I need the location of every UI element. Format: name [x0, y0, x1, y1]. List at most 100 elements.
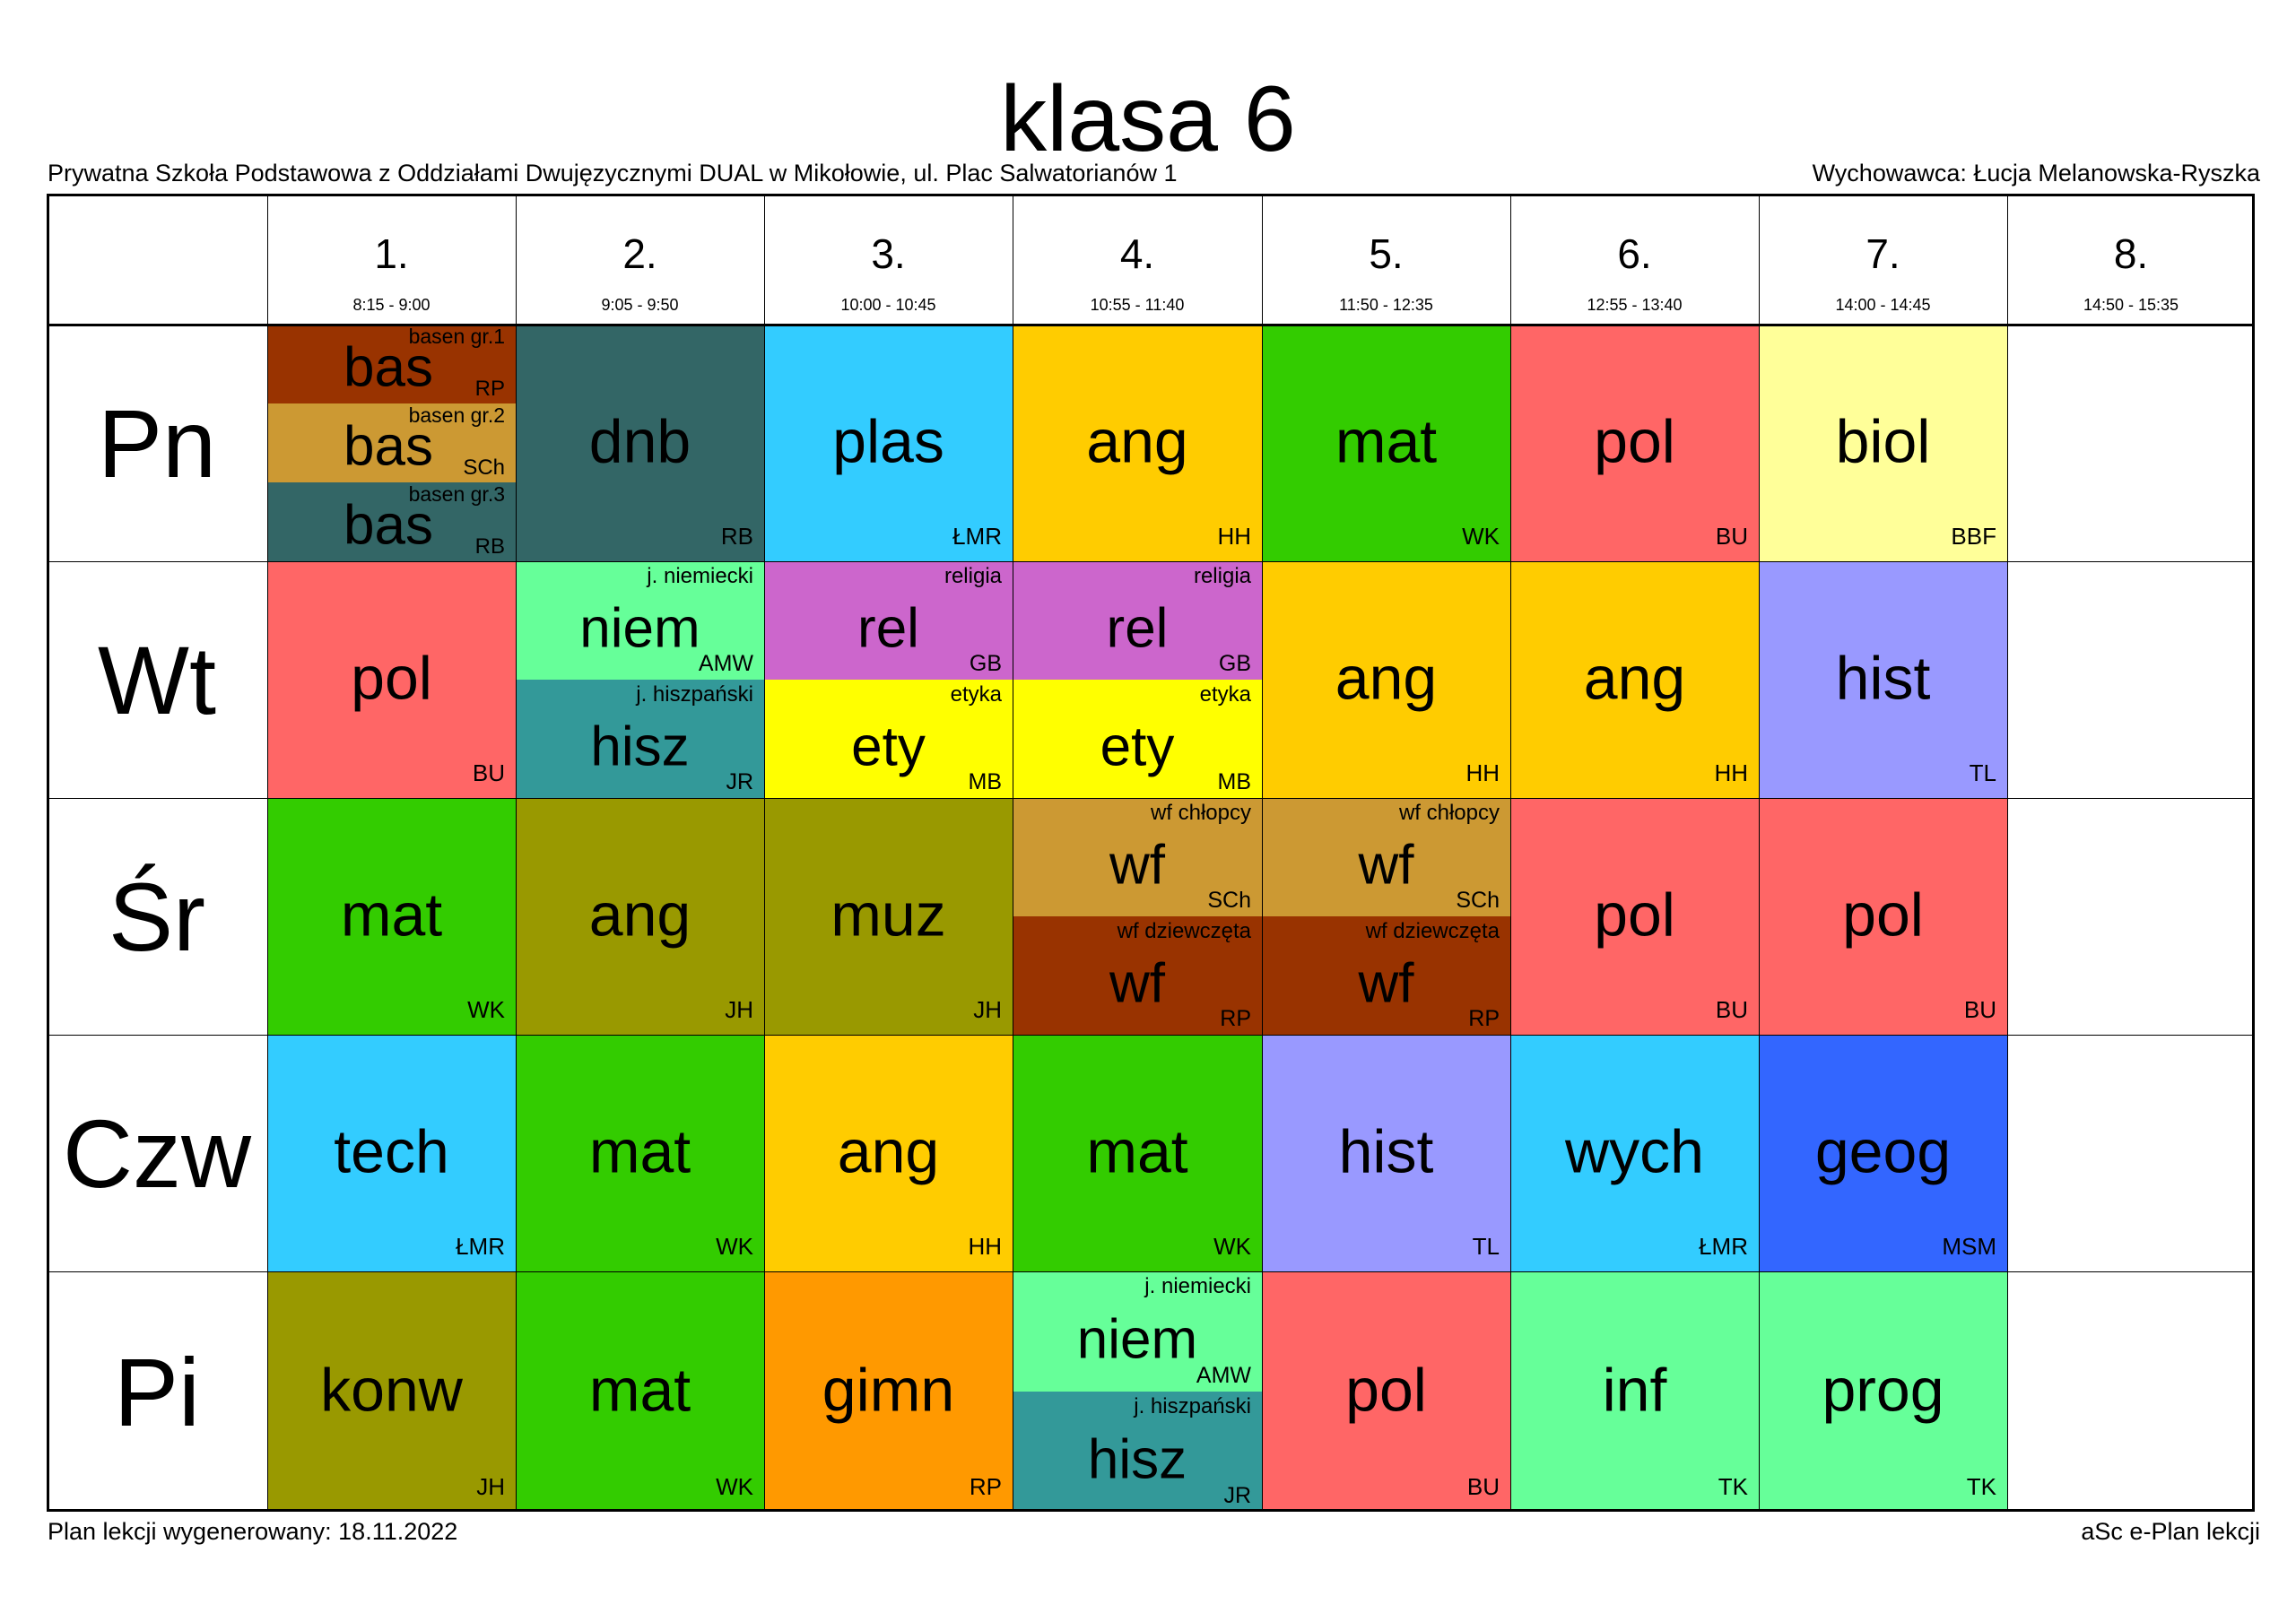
- day-header: Czw: [63, 1098, 251, 1208]
- period-time: 10:00 - 10:45: [840, 296, 936, 314]
- lesson-group: wf chłopcy: [1150, 801, 1251, 825]
- lesson-subject: niem: [579, 597, 700, 660]
- lesson-subject: wf: [1358, 952, 1414, 1015]
- lesson-group: wf dziewczęta: [1117, 919, 1251, 943]
- lesson-cell: pol BU: [1262, 1271, 1510, 1512]
- grid-line: [2252, 194, 2255, 1512]
- generated-date: Plan lekcji wygenerowany: 18.11.2022: [48, 1518, 458, 1545]
- lesson-subject: pol: [1594, 880, 1675, 950]
- lesson-subject: wf: [1109, 834, 1165, 897]
- lesson-cell: plas ŁMR: [764, 325, 1013, 561]
- lesson-subject: hisz: [1087, 1428, 1187, 1491]
- period-header: 6. 12:55 - 13:40: [1510, 194, 1759, 325]
- lesson-teacher: BU: [472, 759, 505, 786]
- lesson-subject: dnb: [588, 407, 691, 476]
- lesson-subject: prog: [1822, 1356, 1944, 1425]
- lesson-cell: mat WK: [516, 1035, 764, 1271]
- lesson-cell: inf TK: [1510, 1271, 1759, 1512]
- period-time: 14:00 - 14:45: [1835, 296, 1931, 314]
- lesson-cell: j. hiszpański hisz JR: [516, 680, 764, 798]
- lesson-teacher: BBF: [1951, 523, 1996, 550]
- lesson-teacher: JH: [725, 996, 753, 1023]
- lesson-teacher: BU: [1715, 996, 1748, 1023]
- lesson-teacher: HH: [1714, 759, 1748, 786]
- period-time: 9:05 - 9:50: [601, 296, 679, 314]
- lesson-subject: inf: [1602, 1356, 1667, 1425]
- lesson-subject: pol: [1345, 1356, 1427, 1425]
- day-header: Śr: [109, 862, 205, 971]
- lesson-cell: wf dziewczęta wf RP: [1262, 916, 1510, 1035]
- lesson-cell: j. niemiecki niem AMW: [516, 561, 764, 680]
- lesson-cell: mat WK: [1262, 325, 1510, 561]
- lesson-teacher: MSM: [1942, 1233, 1996, 1260]
- lesson-teacher: RP: [1220, 1006, 1251, 1031]
- lesson-cell: pol BU: [1510, 325, 1759, 561]
- grid-line: [2007, 194, 2008, 1512]
- lesson-cell: religia rel GB: [764, 561, 1013, 680]
- lesson-cell: dnb RB: [516, 325, 764, 561]
- lesson-subject: wf: [1358, 834, 1414, 897]
- period-number: 1.: [374, 230, 409, 277]
- lesson-cell: hist TL: [1759, 561, 2007, 798]
- lesson-cell: basen gr.1 bas RP: [267, 325, 516, 403]
- lesson-subject: hisz: [590, 716, 690, 778]
- lesson-teacher: BU: [1715, 523, 1748, 550]
- lesson-teacher: ŁMR: [1699, 1233, 1748, 1260]
- lesson-teacher: HH: [1465, 759, 1500, 786]
- page-title: klasa 6: [1000, 67, 1296, 171]
- period-header: 4. 10:55 - 11:40: [1013, 194, 1262, 325]
- lesson-teacher: SCh: [1456, 888, 1500, 913]
- lesson-teacher: WK: [716, 1473, 753, 1500]
- lesson-teacher: WK: [716, 1233, 753, 1260]
- lesson-teacher: TL: [1472, 1233, 1500, 1260]
- lesson-cell: mat WK: [1013, 1035, 1262, 1271]
- lesson-teacher: JR: [726, 769, 753, 794]
- period-number: 6.: [1617, 230, 1652, 277]
- lesson-subject: niem: [1076, 1308, 1198, 1371]
- period-header: 5. 11:50 - 12:35: [1262, 194, 1510, 325]
- lesson-subject: hist: [1835, 644, 1931, 713]
- lesson-subject: ety: [1100, 716, 1175, 778]
- lesson-group: basen gr.2: [408, 403, 505, 427]
- lesson-group: j. hiszpański: [1134, 1394, 1251, 1418]
- period-header: 7. 14:00 - 14:45: [1759, 194, 2007, 325]
- grid-line: [267, 194, 268, 1512]
- lesson-cell: hist TL: [1262, 1035, 1510, 1271]
- lesson-cell: basen gr.3 bas RB: [267, 482, 516, 561]
- lesson-subject: ang: [1583, 644, 1686, 713]
- lesson-subject: gimn: [822, 1356, 955, 1425]
- lesson-cell: gimn RP: [764, 1271, 1013, 1512]
- grid-line: [47, 798, 2255, 799]
- lesson-subject: mat: [1086, 1117, 1188, 1186]
- lesson-cell: biol BBF: [1759, 325, 2007, 561]
- lesson-teacher: MB: [1217, 769, 1252, 794]
- lesson-group: wf chłopcy: [1398, 801, 1500, 825]
- lesson-cell: ang HH: [1262, 561, 1510, 798]
- lesson-teacher: TK: [1966, 1473, 1996, 1500]
- lesson-group: religia: [1193, 564, 1251, 588]
- lesson-teacher: WK: [467, 996, 505, 1023]
- grid-line: [47, 194, 49, 1512]
- lesson-subject: plas: [832, 407, 944, 476]
- lesson-teacher: RB: [720, 523, 753, 550]
- school-name: Prywatna Szkoła Podstawowa z Oddziałami …: [48, 160, 1178, 186]
- lesson-subject: pol: [1594, 407, 1675, 476]
- lesson-cell: j. niemiecki niem AMW: [1013, 1271, 1262, 1392]
- lesson-cell: etyka ety MB: [1013, 680, 1262, 798]
- lesson-cell: konw JH: [267, 1271, 516, 1512]
- day-header: Pi: [113, 1337, 201, 1446]
- homeroom-teacher: Wychowawca: Łucja Melanowska-Ryszka: [1812, 160, 2260, 186]
- lesson-subject: rel: [1106, 597, 1169, 660]
- lesson-group: etyka: [1199, 682, 1251, 707]
- lesson-teacher: SCh: [463, 455, 505, 480]
- period-time: 11:50 - 12:35: [1339, 296, 1433, 314]
- lesson-cell: j. hiszpański hisz JR: [1013, 1392, 1262, 1512]
- lesson-subject: konw: [320, 1356, 463, 1425]
- lesson-cell: ang HH: [1510, 561, 1759, 798]
- lesson-teacher: TK: [1718, 1473, 1748, 1500]
- grid-line: [516, 194, 517, 1512]
- lesson-teacher: AMW: [1196, 1363, 1251, 1388]
- lesson-cell: wych ŁMR: [1510, 1035, 1759, 1271]
- lesson-subject: mat: [588, 1356, 691, 1425]
- lesson-teacher: ŁMR: [952, 523, 1002, 550]
